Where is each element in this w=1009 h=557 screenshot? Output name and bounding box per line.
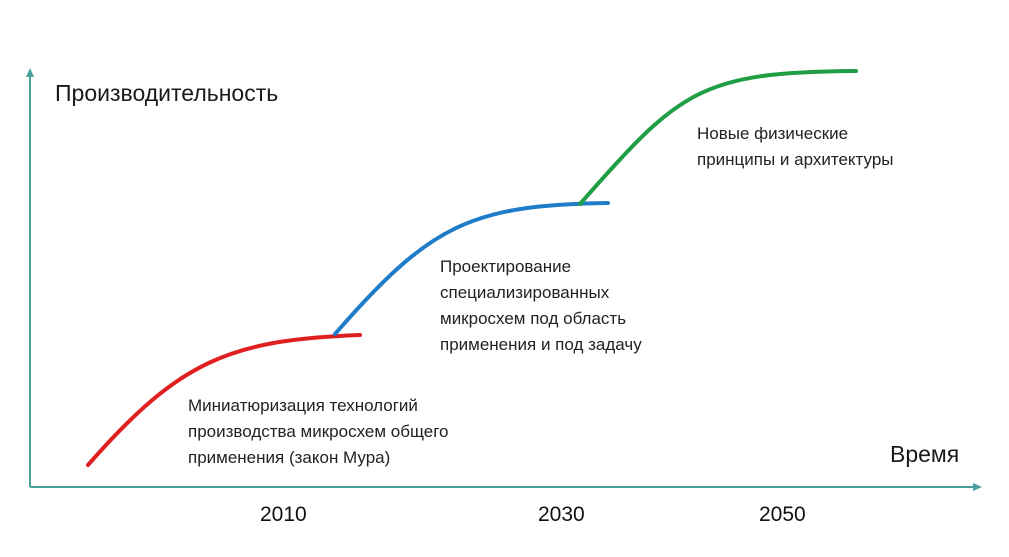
caption-line: Проектирование (440, 257, 572, 276)
y-axis-label: Производительность (55, 80, 279, 106)
x-tick-2010: 2010 (260, 503, 307, 526)
caption-line: специализированных (440, 283, 610, 302)
stage-caption-specialized-design: Проектирование специализированных микрос… (440, 254, 642, 358)
caption-line: производства микросхем общего (188, 422, 449, 441)
blue-growth-curve (333, 201, 610, 336)
caption-line: микросхем под область (440, 309, 627, 328)
x-tick-2030: 2030 (538, 503, 585, 526)
caption-line: принципы и архитектуры (697, 150, 894, 169)
caption-line: Миниатюризация технологий (188, 396, 418, 415)
stage-caption-new-physics: Новые физические принципы и архитектуры (697, 121, 894, 173)
x-axis-label: Время (890, 441, 960, 467)
red-growth-curve (86, 333, 362, 467)
x-tick-2050: 2050 (759, 503, 806, 526)
caption-line: Новые физические (697, 124, 849, 143)
caption-line: применения и под задачу (440, 335, 642, 354)
stage-caption-miniaturization: Миниатюризация технологий производства м… (188, 393, 448, 471)
caption-line: применения (закон Мура) (188, 448, 391, 467)
green-growth-curve (578, 69, 858, 206)
